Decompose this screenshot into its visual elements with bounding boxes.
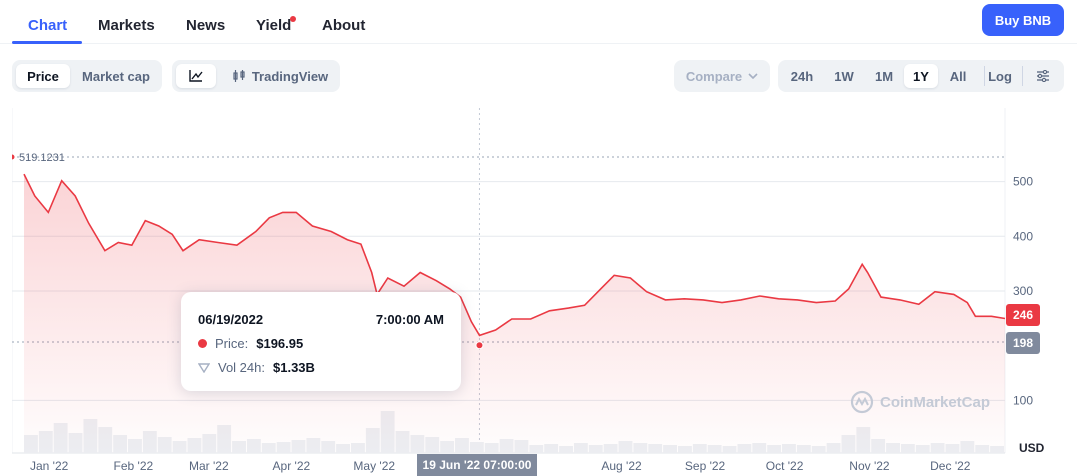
chevron-down-icon (748, 73, 758, 79)
buy-bnb-button[interactable]: Buy BNB (982, 4, 1064, 36)
watermark-label: CoinMarketCap (880, 393, 991, 411)
tooltip-price-row: Price: $196.95 (198, 336, 303, 351)
low-price-badge: 198 (1006, 332, 1040, 354)
log-toggle[interactable]: Log (988, 68, 1012, 84)
x-tick-label: May '22 (353, 459, 395, 473)
y-tick-label: 500 (1013, 175, 1033, 189)
sliders-icon (1037, 70, 1049, 82)
current-price-badge: 246 (1006, 304, 1040, 326)
line-chart-button[interactable] (176, 64, 216, 88)
tooltip-price-label: Price: (215, 336, 249, 351)
x-tick-label: Oct '22 (766, 459, 804, 473)
currency-unit-label: USD (1019, 441, 1045, 455)
tab-yield[interactable]: Yield (256, 17, 292, 34)
x-tick-label: Nov '22 (849, 459, 890, 473)
price-toggle[interactable]: Price (16, 64, 70, 88)
tab-underline (12, 41, 82, 44)
metric-toggle: Price Market cap (12, 60, 162, 92)
tooltip-time: 7:00:00 AM (375, 312, 444, 327)
price-chart[interactable]: 100 300 400 500 519.1231 Jan '22 Feb '22 Mar '… (9, 108, 1077, 476)
x-tick-label: Jan '22 (30, 459, 69, 473)
tooltip-price-value: $196.95 (256, 336, 304, 351)
y-tick-label: 300 (1013, 284, 1033, 298)
line-chart-icon (189, 70, 203, 82)
high-price-label: 519.1231 (19, 152, 65, 164)
compare-label: Compare (685, 68, 743, 84)
x-tick-label: Dec '22 (930, 459, 971, 473)
y-tick-label: 100 (1013, 393, 1033, 407)
candlestick-icon (233, 70, 245, 82)
chart-settings-button[interactable] (1028, 64, 1058, 88)
tab-markets[interactable]: Markets (98, 17, 155, 34)
tooltip-volume-value: $1.33B (273, 360, 315, 375)
x-tick-label: Feb '22 (114, 459, 154, 473)
coinmarketcap-logo-icon (850, 390, 874, 414)
volume-icon (198, 362, 210, 373)
high-price-marker (9, 154, 15, 160)
yield-notification-dot (290, 16, 296, 22)
crosshair-date-label: 19 Jun '22 07:00:00 (417, 454, 537, 476)
tooltip-volume-label: Vol 24h: (218, 360, 265, 375)
tradingview-button[interactable]: TradingView (224, 64, 336, 88)
tab-about[interactable]: About (322, 17, 366, 34)
range-selector: 24h 1W 1M 1Y All Log (778, 60, 1064, 92)
y-tick-label: 400 (1013, 229, 1033, 243)
toolbar-divider (984, 66, 985, 86)
tooltip-volume-row: Vol 24h: $1.33B (198, 360, 315, 375)
x-tick-label: Apr '22 (273, 459, 311, 473)
range-1w[interactable]: 1W (834, 68, 854, 84)
toolbar-divider (1022, 66, 1023, 86)
coinmarketcap-watermark: CoinMarketCap (850, 390, 990, 414)
compare-dropdown[interactable]: Compare (674, 60, 770, 92)
price-chart-svg: 100 300 400 500 519.1231 Jan '22 Feb '22 Mar '… (9, 108, 1033, 473)
tab-news[interactable]: News (186, 17, 226, 34)
x-tick-label: Aug '22 (601, 459, 642, 473)
tooltip-date: 06/19/2022 (198, 312, 264, 327)
tradingview-label: TradingView (251, 68, 329, 84)
range-24h[interactable]: 24h (790, 68, 814, 84)
price-line (23, 173, 1006, 337)
top-nav: Chart Markets News Yield About Buy BNB (0, 0, 1077, 44)
hover-point (475, 341, 484, 350)
range-all[interactable]: All (949, 68, 967, 84)
chart-style-toggle: TradingView (172, 60, 340, 92)
market-cap-toggle[interactable]: Market cap (82, 68, 150, 84)
price-dot-icon (198, 339, 207, 348)
x-tick-label: Mar '22 (189, 459, 229, 473)
chart-tooltip: 06/19/2022 7:00:00 AM Price: $196.95 Vol… (181, 292, 461, 391)
tab-chart[interactable]: Chart (28, 17, 68, 34)
range-1y[interactable]: 1Y (904, 64, 938, 88)
x-tick-label: Sep '22 (685, 459, 726, 473)
range-1m[interactable]: 1M (874, 68, 894, 84)
